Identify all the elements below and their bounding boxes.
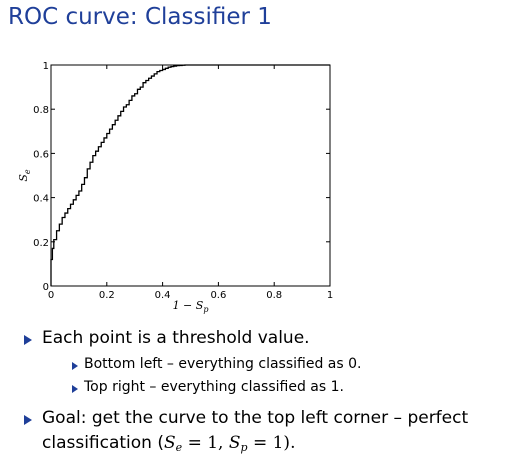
y-axis-label-sub: e — [23, 169, 32, 174]
bullet-marker-icon — [24, 415, 32, 425]
x-tick-label: 1 — [327, 290, 333, 301]
goal-prefix: classification ( — [42, 433, 164, 453]
x-tick-label: 0.2 — [99, 290, 115, 301]
sp-subscript: p — [240, 441, 248, 454]
sub-bullet-marker-icon — [72, 385, 78, 393]
se-symbol: S — [164, 433, 176, 453]
sp-symbol: S — [228, 433, 241, 453]
x-tick-label: 0 — [48, 290, 54, 301]
chart-plot-area: 0 0.2 0.4 0.6 0.8 1 0 0.2 0.4 0.6 0.8 1 1 − Sp Se — [17, 61, 333, 314]
page-title: ROC curve: Classifier 1 — [8, 4, 272, 30]
y-tick-label: 0 — [43, 282, 49, 293]
bullet-item-goal-line2: classification (Se = 1, Sp = 1). — [42, 433, 295, 454]
y-tick-label: 0.6 — [33, 149, 49, 160]
se-equals: = 1, — [182, 433, 229, 453]
roc-curve-line — [50, 64, 330, 286]
bullet-item-goal-line1: Goal: get the curve to the top left corn… — [42, 408, 469, 428]
bullet-item-threshold: Each point is a threshold value. — [42, 328, 310, 348]
y-tick-label: 0.2 — [33, 238, 49, 249]
y-axis-label-group: Se — [17, 169, 32, 182]
sub-bullet-marker-icon — [72, 362, 78, 370]
sub-bullet-bottom-left: Bottom left – everything classified as 0… — [84, 356, 362, 372]
x-axis-label: 1 − Sp — [173, 299, 209, 314]
x-axis-label-sub: p — [203, 305, 208, 314]
sub-bullet-top-right: Top right – everything classified as 1. — [84, 379, 344, 395]
y-tick-label: 0.4 — [33, 194, 49, 205]
y-tick-label: 0.8 — [33, 105, 49, 116]
x-tick-label: 0.8 — [266, 290, 282, 301]
y-axis-label: Se — [17, 169, 32, 182]
x-axis-label-main: 1 − S — [173, 299, 204, 312]
plot-frame — [50, 64, 331, 287]
sp-equals: = 1). — [247, 433, 296, 453]
x-tick-label: 0.6 — [210, 290, 226, 301]
x-tick-label: 0.4 — [155, 290, 171, 301]
y-tick-label: 1 — [43, 61, 49, 72]
se-subscript: e — [175, 441, 183, 454]
bullet-marker-icon — [24, 335, 32, 345]
y-axis-label-main: S — [17, 174, 30, 182]
